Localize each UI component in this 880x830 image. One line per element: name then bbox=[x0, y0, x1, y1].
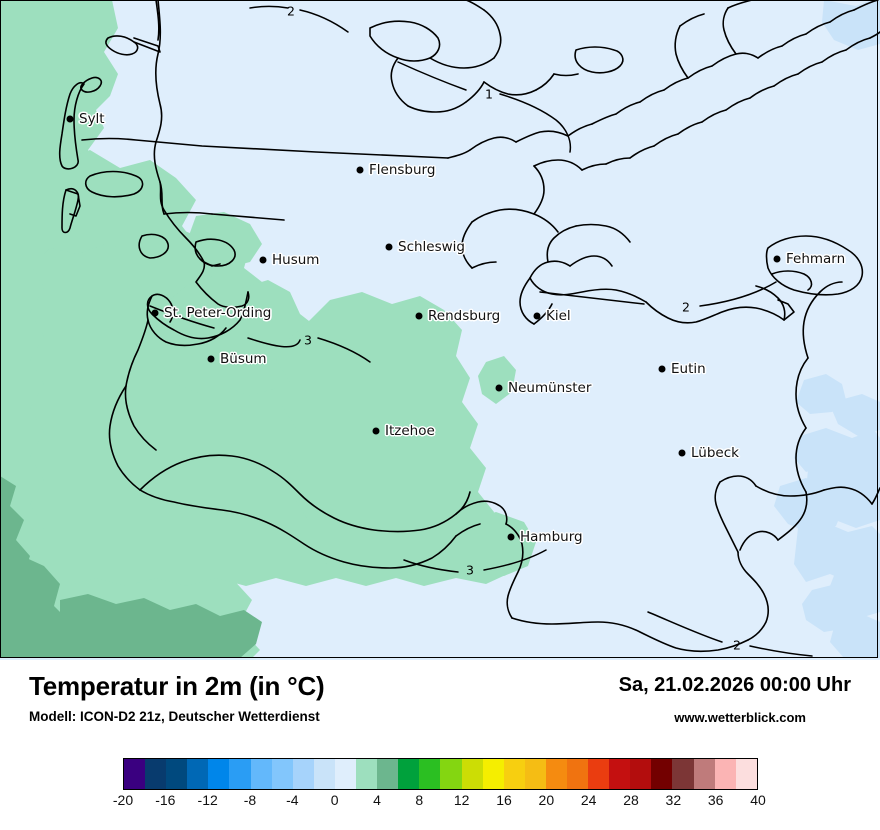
site-url: www.wetterblick.com bbox=[674, 710, 806, 725]
city-dot-icon bbox=[658, 365, 666, 373]
colorbar-tick: 24 bbox=[580, 792, 597, 808]
colorbar-swatch bbox=[588, 759, 610, 789]
city-dot-icon bbox=[151, 309, 159, 317]
colorbar-swatch bbox=[503, 759, 525, 789]
contour-value-label: 2 bbox=[733, 637, 741, 653]
colorbar-tick: -8 bbox=[243, 792, 257, 808]
temperature-band-0-2 bbox=[774, 0, 880, 658]
colorbar-tick: -16 bbox=[155, 792, 176, 808]
city-label: Flensburg bbox=[369, 162, 436, 178]
colorbar-swatch bbox=[398, 759, 420, 789]
colorbar-tick: 8 bbox=[415, 792, 424, 808]
city-label: Schleswig bbox=[398, 239, 465, 255]
city-label: Husum bbox=[272, 252, 320, 268]
colorbar-swatch bbox=[461, 759, 483, 789]
contour-value-label: 2 bbox=[287, 3, 295, 19]
city-label: Rendsburg bbox=[428, 308, 501, 324]
colorbar-swatch bbox=[714, 759, 736, 789]
colorbar-swatch bbox=[356, 759, 378, 789]
city-label: Itzehoe bbox=[385, 423, 435, 439]
colorbar-swatch bbox=[524, 759, 546, 789]
colorbar-tick: 0 bbox=[330, 792, 339, 808]
city-label: Neumünster bbox=[508, 380, 592, 396]
colorbar-tick: 32 bbox=[665, 792, 682, 808]
colorbar-swatch bbox=[250, 759, 272, 789]
model-subtitle: Modell: ICON-D2 21z, Deutscher Wetterdie… bbox=[29, 709, 320, 724]
colorbar-swatch bbox=[566, 759, 589, 789]
city-label: Sylt bbox=[79, 111, 105, 127]
temperature-band-6-8 bbox=[0, 476, 262, 658]
colorbar-tick: 4 bbox=[373, 792, 381, 808]
colorbar-tick: -20 bbox=[112, 792, 134, 808]
colorbar-tick: 16 bbox=[496, 792, 512, 808]
colorbar-swatch bbox=[271, 759, 293, 789]
colorbar-tick-labels: -20 -16 -12 -8 -4 0 4 8 12 16 20 24 28 32 36 40 bbox=[113, 792, 766, 814]
colorbar-swatch bbox=[187, 759, 209, 789]
city-dot-icon bbox=[507, 533, 515, 541]
valid-datetime: Sa, 21.02.2026 00:00 Uhr bbox=[618, 674, 851, 696]
colorbar-swatch bbox=[630, 759, 652, 789]
colorbar-swatch bbox=[229, 759, 251, 789]
city-label: Büsum bbox=[220, 351, 267, 367]
city-dot-icon bbox=[207, 355, 215, 363]
city-label: Lübeck bbox=[691, 445, 739, 461]
colorbar-swatch bbox=[672, 759, 694, 789]
city-label: Eutin bbox=[671, 361, 706, 377]
colorbar-swatch bbox=[651, 759, 673, 789]
city-label: Kiel bbox=[546, 308, 571, 324]
colorbar-swatch bbox=[545, 759, 567, 789]
isotherm-contours bbox=[149, 5, 813, 657]
contour-value-label: 3 bbox=[304, 332, 312, 348]
colorbar-swatch bbox=[124, 759, 146, 789]
city-dot-icon bbox=[259, 256, 267, 264]
city-label: Fehmarn bbox=[786, 251, 846, 267]
colorbar-swatch bbox=[313, 759, 335, 789]
legend-footer: Temperatur in 2m (in °C) Modell: ICON-D2… bbox=[0, 660, 880, 830]
colorbar-swatch bbox=[208, 759, 230, 789]
colorbar-swatch bbox=[419, 759, 441, 789]
colorbar-swatch bbox=[440, 759, 462, 789]
colorbar-tick: 12 bbox=[453, 792, 470, 808]
city-dot-icon bbox=[66, 115, 74, 123]
colorbar-swatch bbox=[166, 759, 188, 789]
contour-value-label: 3 bbox=[466, 562, 474, 578]
map-canvas bbox=[0, 0, 880, 660]
colorbar-swatch bbox=[377, 759, 399, 789]
colorbar-tick: 20 bbox=[538, 792, 555, 808]
colorbar-tick: -12 bbox=[197, 792, 218, 808]
city-dot-icon bbox=[533, 312, 541, 320]
page-title: Temperatur in 2m (in °C) bbox=[29, 671, 325, 701]
city-dot-icon bbox=[385, 243, 393, 251]
colorbar-swatch bbox=[482, 759, 504, 789]
city-label: St. Peter-Ording bbox=[164, 305, 272, 321]
contour-value-label: 2 bbox=[682, 299, 690, 315]
colorbar-swatch bbox=[145, 759, 167, 789]
colorbar-tick: 36 bbox=[707, 792, 724, 808]
city-label: Hamburg bbox=[520, 529, 583, 545]
colorbar-swatch bbox=[609, 759, 631, 789]
contour-value-label: 1 bbox=[485, 86, 493, 102]
temperature-colorbar[interactable] bbox=[123, 758, 758, 790]
coastline-borders bbox=[58, 0, 880, 653]
colorbar-swatch bbox=[334, 759, 357, 789]
colorbar-swatch bbox=[292, 759, 314, 789]
city-dot-icon bbox=[372, 427, 380, 435]
city-dot-icon bbox=[415, 312, 423, 320]
temperature-map[interactable]: Sylt Flensburg Schleswig Husum Fehmarn Rendsb… bbox=[0, 0, 880, 660]
colorbar-container: -20 -16 -12 -8 -4 0 4 8 12 16 20 24 28 32 36 40 bbox=[113, 758, 766, 808]
colorbar-tick: 40 bbox=[750, 792, 766, 808]
colorbar-tick: -4 bbox=[286, 792, 299, 808]
colorbar-swatch bbox=[693, 759, 715, 789]
city-dot-icon bbox=[678, 449, 686, 457]
city-dot-icon bbox=[495, 384, 503, 392]
city-dot-icon bbox=[356, 166, 364, 174]
colorbar-tick: 28 bbox=[623, 792, 639, 808]
colorbar-swatch bbox=[735, 759, 757, 789]
city-dot-icon bbox=[773, 255, 781, 263]
